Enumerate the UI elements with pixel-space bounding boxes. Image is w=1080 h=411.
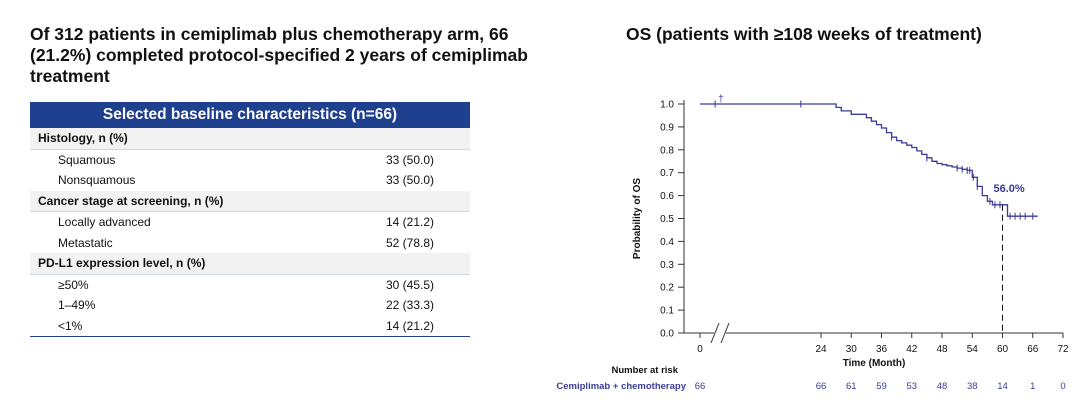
table-body: Histology, n (%) Squamous 33 (50.0) Nonsqua… bbox=[30, 128, 470, 337]
table-row: Locally advanced 14 (21.2) bbox=[30, 212, 470, 233]
risk-count: 38 bbox=[967, 381, 978, 392]
x-tick-label: 72 bbox=[1057, 344, 1069, 355]
row-label: Metastatic bbox=[58, 235, 113, 250]
table-row: Nonsquamous 33 (50.0) bbox=[30, 170, 470, 191]
x-tick-label: 66 bbox=[1027, 344, 1039, 355]
table-group-row: Cancer stage at screening, n (%) bbox=[30, 190, 470, 212]
x-tick-label: 48 bbox=[936, 344, 948, 355]
table-row: <1% 14 (21.2) bbox=[30, 316, 470, 337]
risk-row-label: Cemiplimab + chemotherapy bbox=[556, 381, 686, 392]
y-tick-label: 0.4 bbox=[660, 237, 674, 248]
row-label: 1–49% bbox=[58, 298, 96, 313]
axis-break-mark bbox=[720, 322, 730, 344]
risk-count: 66 bbox=[695, 381, 706, 392]
risk-count: 66 bbox=[816, 381, 827, 392]
table-row: ≥50% 30 (45.5) bbox=[30, 275, 470, 296]
row-value: 14 (21.2) bbox=[386, 318, 435, 333]
x-tick-label: 36 bbox=[876, 344, 888, 355]
chart-title: OS (patients with ≥108 weeks of treatmen… bbox=[626, 24, 982, 44]
axis-break-gap bbox=[714, 328, 726, 338]
dagger-marker: † bbox=[718, 94, 724, 105]
baseline-table: Selected baseline characteristics (n=66)… bbox=[30, 102, 470, 337]
row-label: Squamous bbox=[58, 152, 116, 167]
x-axis-title: Time (Month) bbox=[843, 358, 906, 369]
risk-count: 14 bbox=[997, 381, 1008, 392]
axis-break-mark bbox=[710, 322, 720, 344]
x-tick-label: 60 bbox=[997, 344, 1009, 355]
y-tick-label: 0.1 bbox=[660, 306, 674, 317]
risk-count: 61 bbox=[846, 381, 857, 392]
risk-count: 48 bbox=[937, 381, 948, 392]
y-tick-label: 0.2 bbox=[660, 283, 674, 294]
km-survival-curve bbox=[700, 103, 1038, 217]
table-group-row: PD-L1 expression level, n (%) bbox=[30, 253, 470, 275]
y-tick-label: 0.0 bbox=[660, 329, 674, 340]
row-label: Nonsquamous bbox=[58, 173, 136, 188]
risk-count: 1 bbox=[1030, 381, 1035, 392]
x-tick-label: 30 bbox=[846, 344, 858, 355]
table-row: Squamous 33 (50.0) bbox=[30, 150, 470, 171]
risk-count: 0 bbox=[1060, 381, 1065, 392]
table-header: Selected baseline characteristics (n=66) bbox=[30, 102, 470, 128]
row-label: Cancer stage at screening, n (%) bbox=[38, 193, 224, 208]
row-label: PD-L1 expression level, n (%) bbox=[38, 256, 206, 271]
x-tick-label: 0 bbox=[697, 344, 703, 355]
risk-count: 59 bbox=[876, 381, 887, 392]
table-row: Metastatic 52 (78.8) bbox=[30, 233, 470, 254]
x-tick-label: 54 bbox=[967, 344, 979, 355]
x-tick-label: 24 bbox=[815, 344, 827, 355]
left-title: Of 312 patients in cemiplimab plus chemo… bbox=[30, 24, 528, 86]
row-label: ≥50% bbox=[58, 277, 89, 292]
row-label: Histology, n (%) bbox=[38, 131, 128, 146]
x-tick-label: 42 bbox=[906, 344, 918, 355]
y-tick-label: 0.9 bbox=[660, 122, 674, 133]
row-value: 30 (45.5) bbox=[386, 277, 435, 292]
y-tick-label: 0.6 bbox=[660, 191, 674, 202]
risk-count: 53 bbox=[906, 381, 917, 392]
table-row: 1–49% 22 (33.3) bbox=[30, 295, 470, 316]
y-axis-title: Probability of OS bbox=[632, 178, 643, 259]
table-group-row: Histology, n (%) bbox=[30, 128, 470, 150]
y-tick-label: 0.8 bbox=[660, 145, 674, 156]
y-tick-label: 0.7 bbox=[660, 168, 674, 179]
row-value: 33 (50.0) bbox=[386, 173, 435, 188]
row-label: <1% bbox=[58, 318, 83, 333]
y-tick-label: 1.0 bbox=[660, 100, 674, 111]
row-value: 14 (21.2) bbox=[386, 215, 435, 230]
row-value: 52 (78.8) bbox=[386, 235, 435, 250]
y-tick-label: 0.3 bbox=[660, 260, 674, 271]
y-tick-label: 0.5 bbox=[660, 214, 674, 225]
annotation-56-percent: 56.0% bbox=[994, 183, 1025, 195]
number-at-risk-label: Number at risk bbox=[611, 365, 678, 376]
row-label: Locally advanced bbox=[58, 215, 151, 230]
row-value: 22 (33.3) bbox=[386, 298, 435, 313]
row-value: 33 (50.0) bbox=[386, 152, 435, 167]
